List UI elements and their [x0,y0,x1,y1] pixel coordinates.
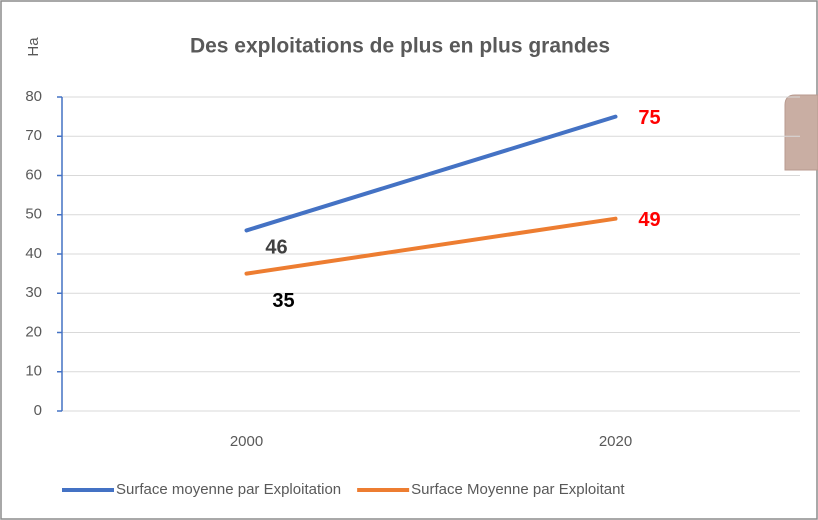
data-label: 75 [638,107,660,129]
y-tick-label: 10 [25,363,42,380]
y-tick-label: 20 [25,323,42,340]
data-label: 35 [272,290,294,312]
y-tick-label: 60 [25,166,42,183]
decor-shape [784,94,818,171]
y-tick-label: 50 [25,206,42,223]
y-tick-label: 30 [25,284,42,301]
y-axis-title: Ha [25,37,42,57]
y-tick-label: 40 [25,245,42,262]
legend-label: Surface moyenne par Exploitation [116,481,341,498]
y-tick-label: 80 [25,88,42,105]
x-tick-label: 2020 [599,433,632,450]
line-series [244,114,618,233]
line-series [244,216,618,276]
data-label: 49 [638,209,660,231]
chart-title: Des exploitations de plus en plus grande… [190,35,610,58]
x-tick-label: 2000 [230,433,263,450]
y-tick-label: 70 [25,127,42,144]
legend-label: Surface Moyenne par Exploitant [411,481,625,498]
y-tick-label: 0 [34,402,42,419]
data-label: 46 [265,237,287,259]
